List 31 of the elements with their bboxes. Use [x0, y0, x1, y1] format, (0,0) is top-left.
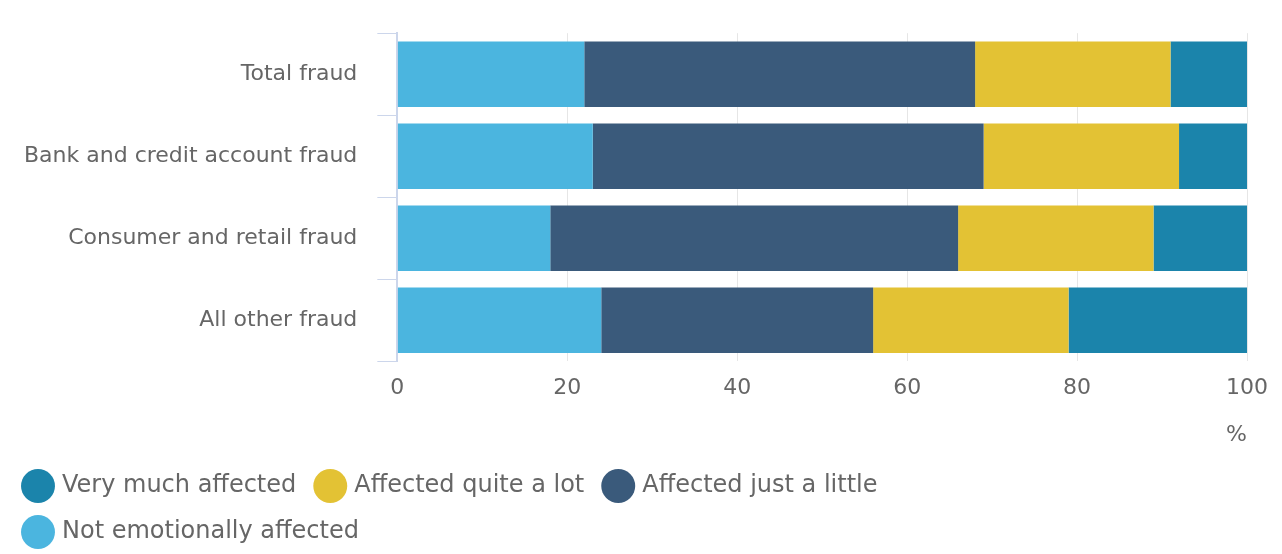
x-tick-label: 80 — [1063, 374, 1092, 400]
bar — [958, 205, 1154, 271]
x-tick-label: 60 — [893, 374, 922, 400]
bar — [592, 123, 984, 189]
legend-label: Affected just a little — [642, 470, 878, 499]
bar — [397, 205, 551, 271]
bar — [1068, 287, 1247, 353]
y-tick-label: Consumer and retail fraud — [68, 223, 358, 249]
y-tick-label: Total fraud — [239, 59, 358, 85]
legend-label: Affected quite a lot — [354, 470, 585, 499]
bar — [975, 41, 1171, 107]
bar — [1153, 205, 1247, 271]
x-tick-label: 100 — [1226, 374, 1268, 400]
x-tick-label: 20 — [553, 374, 582, 400]
bar — [550, 205, 959, 271]
bar — [1170, 41, 1247, 107]
bar — [397, 123, 593, 189]
x-tick-label: 40 — [723, 374, 752, 400]
bar — [584, 41, 976, 107]
bar — [601, 287, 874, 353]
bar — [397, 287, 602, 353]
bar — [983, 123, 1180, 189]
legend-label: Not emotionally affected — [62, 516, 359, 545]
bar — [1179, 123, 1247, 189]
x-tick-label: 0 — [390, 374, 405, 400]
y-tick-label: Bank and credit account fraud — [24, 141, 358, 167]
y-tick-label: All other fraud — [199, 305, 358, 331]
legend-label: Very much affected — [62, 470, 297, 499]
bar — [873, 287, 1069, 353]
bar — [397, 41, 585, 107]
x-axis-title: % — [1226, 420, 1247, 446]
